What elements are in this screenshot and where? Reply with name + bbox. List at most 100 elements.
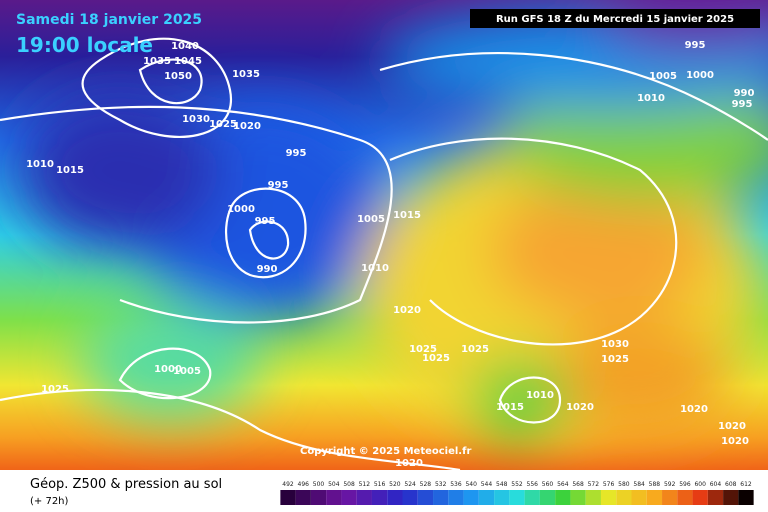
scale-label: 560 bbox=[542, 481, 554, 488]
isobar-label: 1025 bbox=[601, 354, 629, 365]
scale-swatch bbox=[356, 490, 372, 505]
scale-swatch bbox=[310, 490, 327, 505]
isobar-label: 1045 bbox=[174, 56, 202, 67]
scale-swatch bbox=[509, 490, 525, 505]
copyright: Copyright © 2025 Meteociel.fr bbox=[300, 446, 471, 457]
scale-label: 576 bbox=[603, 481, 615, 488]
scale-label: 512 bbox=[359, 481, 371, 488]
isobar-label: 1020 bbox=[393, 305, 421, 316]
scale-swatch bbox=[677, 490, 693, 505]
scale-swatch bbox=[707, 490, 724, 505]
scale-swatch bbox=[463, 490, 479, 505]
isobar-label: 1005 bbox=[173, 366, 201, 377]
isobar-label: 1020 bbox=[566, 402, 594, 413]
isobar-label: 1005 bbox=[649, 71, 677, 82]
scale-swatch bbox=[662, 490, 678, 505]
run-box bbox=[470, 9, 760, 28]
scale-label: 528 bbox=[420, 481, 432, 488]
run-label: Run GFS 18 Z du Mercredi 15 janvier 2025 bbox=[496, 14, 734, 25]
scale-label: 524 bbox=[404, 481, 416, 488]
scale-label: 532 bbox=[435, 481, 447, 488]
isobar-label: 1020 bbox=[233, 121, 261, 132]
footer-title: Géop. Z500 & pression au sol bbox=[30, 477, 222, 492]
scale-swatch bbox=[600, 490, 617, 505]
isobar-label: 1035 bbox=[232, 69, 260, 80]
scale-label: 580 bbox=[618, 481, 630, 488]
scale-label: 592 bbox=[664, 481, 676, 488]
scale-label: 496 bbox=[298, 481, 310, 488]
scale-swatch bbox=[723, 490, 739, 505]
scale-swatch bbox=[555, 490, 571, 505]
scale-swatch bbox=[585, 490, 601, 505]
scale-label: 500 bbox=[313, 481, 325, 488]
scale-swatch bbox=[280, 490, 296, 505]
color-scale: 492 496 500 504 508 512 516 520 524 528 532 536 540 5… bbox=[280, 481, 754, 505]
isobar-label: 1035 bbox=[143, 56, 171, 67]
isobar-label: 1015 bbox=[393, 210, 421, 221]
scale-label: 552 bbox=[511, 481, 523, 488]
isobar-label: 1020 bbox=[721, 436, 749, 447]
scale-label: 608 bbox=[725, 481, 737, 488]
map-background bbox=[0, 0, 768, 472]
time-label: 19:00 locale bbox=[16, 33, 153, 57]
scale-label: 596 bbox=[679, 481, 691, 488]
scale-swatch bbox=[494, 490, 510, 505]
scale-swatch bbox=[616, 490, 632, 505]
date-label: Samedi 18 janvier 2025 bbox=[16, 12, 202, 28]
scale-swatch bbox=[295, 490, 311, 505]
isobar-label: 995 bbox=[685, 40, 706, 51]
scale-label: 600 bbox=[694, 481, 706, 488]
isobar-label: 1025 bbox=[209, 119, 237, 130]
scale-label: 584 bbox=[633, 481, 645, 488]
isobar-label: 1020 bbox=[718, 421, 746, 432]
isobar-label: 1010 bbox=[637, 93, 665, 104]
isobar-label: 1000 bbox=[686, 70, 714, 81]
isobar-label: 1015 bbox=[496, 402, 524, 413]
isobar-label: 1040 bbox=[171, 41, 199, 52]
scale-label: 612 bbox=[740, 481, 752, 488]
isobar-label: 1010 bbox=[26, 159, 54, 170]
scale-swatch bbox=[539, 490, 556, 505]
scale-swatch bbox=[631, 490, 647, 505]
scale-swatch bbox=[524, 490, 540, 505]
scale-label: 556 bbox=[527, 481, 539, 488]
scale-swatch bbox=[448, 490, 464, 505]
scale-label: 536 bbox=[450, 481, 462, 488]
scale-label: 564 bbox=[557, 481, 569, 488]
scale-label: 492 bbox=[282, 481, 294, 488]
scale-label: 548 bbox=[496, 481, 508, 488]
isobar-label: 1020 bbox=[680, 404, 708, 415]
scale-swatch bbox=[371, 490, 388, 505]
isobar-label: 1005 bbox=[357, 214, 385, 225]
scale-swatch bbox=[738, 490, 754, 505]
scale-swatch bbox=[433, 490, 449, 505]
isobar-label: 1000 bbox=[154, 364, 182, 375]
scale-swatch bbox=[387, 490, 403, 505]
scale-label: 544 bbox=[481, 481, 493, 488]
scale-label: 508 bbox=[343, 481, 355, 488]
isobar-label: 1010 bbox=[361, 263, 389, 274]
isobar-label: 995 bbox=[268, 180, 289, 191]
isobar-label: 995 bbox=[286, 148, 307, 159]
scale-label: 516 bbox=[374, 481, 386, 488]
isobar-label: 1050 bbox=[164, 71, 192, 82]
isobar-label: 990 bbox=[257, 264, 278, 275]
scale-swatch bbox=[478, 490, 495, 505]
isobar-label: 1015 bbox=[56, 165, 84, 176]
scale-label: 520 bbox=[389, 481, 401, 488]
footer-subtitle: (+ 72h) bbox=[30, 496, 69, 507]
scale-swatch bbox=[692, 490, 708, 505]
isobar-label: 995 bbox=[255, 216, 276, 227]
scale-swatch bbox=[570, 490, 586, 505]
isobar-label: 995 bbox=[732, 99, 753, 110]
scale-label: 504 bbox=[328, 481, 340, 488]
scale-label: 568 bbox=[572, 481, 584, 488]
scale-label: 540 bbox=[465, 481, 477, 488]
isobar-label: 990 bbox=[734, 88, 755, 99]
isobar-label: 1030 bbox=[601, 339, 629, 350]
isobar-label: 1020 bbox=[395, 458, 423, 469]
isobar-label: 1000 bbox=[227, 204, 255, 215]
isobar-label: 1025 bbox=[41, 384, 69, 395]
